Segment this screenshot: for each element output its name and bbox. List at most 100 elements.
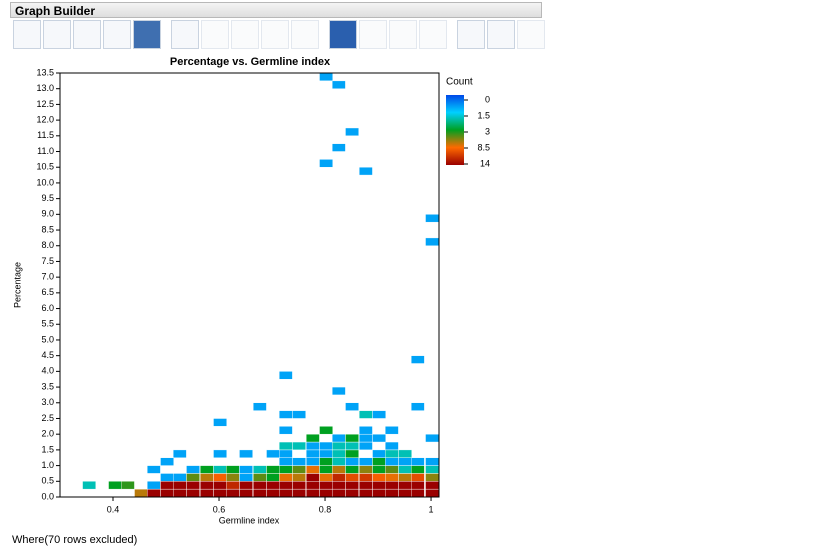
heat-cell: [292, 441, 306, 451]
contour-icon[interactable]: [133, 20, 161, 49]
legend-tick-label: 1.5: [477, 110, 490, 120]
heatmap-icon[interactable]: [329, 20, 357, 49]
heat-cell: [332, 80, 346, 89]
heat-cell: [319, 465, 333, 474]
mosaic-icon[interactable]: [419, 20, 447, 49]
y-tick-label: 9.0: [41, 209, 54, 219]
box-icon[interactable]: [261, 20, 289, 49]
y-axis-label: Percentage: [12, 262, 22, 308]
y-tick-label: 8.5: [41, 224, 54, 234]
panel-header: Graph Builder: [10, 2, 542, 18]
heat-cell: [385, 481, 399, 490]
line-fit-icon[interactable]: [73, 20, 101, 49]
bar-icon[interactable]: [201, 20, 229, 49]
map-icon[interactable]: [517, 20, 545, 49]
line-icon[interactable]: [171, 20, 199, 49]
heat-cell: [292, 410, 306, 419]
heat-cell: [425, 457, 439, 466]
heat-cell: [359, 481, 373, 490]
y-tick-label: 7.5: [41, 256, 54, 266]
smoother-icon[interactable]: [43, 20, 71, 49]
x-tick-label: 1: [429, 504, 434, 514]
heat-cell: [345, 473, 359, 482]
pie-icon[interactable]: [359, 20, 387, 49]
heat-cell: [147, 481, 161, 490]
heat-cell: [319, 449, 333, 458]
heat-cell: [385, 488, 399, 498]
heat-cell: [385, 426, 399, 435]
y-tick-label: 10.0: [36, 177, 54, 187]
y-tick-label: 10.5: [36, 162, 54, 172]
heat-cell: [385, 449, 399, 458]
heat-cell: [359, 488, 373, 498]
heat-cell: [147, 465, 161, 474]
heat-cell: [239, 449, 253, 458]
heat-cell: [200, 465, 214, 474]
heat-cell: [345, 402, 359, 411]
heat-cell: [410, 402, 425, 411]
heat-cell: [306, 488, 320, 498]
y-tick-label: 13.0: [36, 83, 54, 93]
heat-cell: [425, 434, 439, 443]
histogram-icon[interactable]: [291, 20, 319, 49]
heat-cell: [253, 465, 267, 474]
heat-cell: [372, 449, 386, 458]
area-icon[interactable]: [231, 20, 259, 49]
heat-cell: [425, 237, 439, 246]
plot-frame: [59, 72, 440, 498]
y-tick-label: 12.0: [36, 114, 54, 124]
heat-cell: [266, 481, 280, 490]
heat-cell: [147, 488, 161, 498]
formula-icon[interactable]: [487, 20, 515, 49]
heat-cell: [279, 481, 293, 490]
heat-cell: [319, 481, 333, 490]
x-axis-label: Germline index: [219, 515, 280, 525]
heat-cell: [226, 473, 240, 482]
heat-cell: [186, 481, 200, 490]
points-icon[interactable]: [13, 20, 41, 49]
heat-cell: [372, 488, 386, 498]
heat-cell: [253, 473, 267, 482]
legend-title: Count: [446, 77, 473, 88]
heat-cell: [332, 457, 346, 466]
y-tick-label: 4.5: [41, 350, 54, 360]
heat-cell: [121, 481, 135, 490]
y-tick-label: 5.0: [41, 334, 54, 344]
heat-cell: [425, 465, 439, 474]
heat-cell: [398, 457, 412, 466]
heat-cell: [279, 473, 293, 482]
heat-cell: [332, 449, 346, 458]
y-tick-label: 3.5: [41, 381, 54, 391]
heat-cell: [425, 214, 439, 223]
caption-icon[interactable]: [457, 20, 485, 49]
heat-cell: [410, 473, 425, 482]
y-tick-label: 7.0: [41, 272, 54, 282]
heat-cell: [292, 488, 306, 498]
heat-cell: [345, 441, 359, 451]
heat-cell: [332, 434, 346, 443]
y-tick-label: 12.5: [36, 99, 54, 109]
heat-cell: [266, 449, 280, 458]
heat-cell: [319, 488, 333, 498]
y-tick-label: 3.0: [41, 397, 54, 407]
heat-cell: [410, 465, 425, 474]
heat-cell: [172, 488, 187, 498]
y-tick-label: 1.5: [41, 444, 54, 454]
heat-cell: [186, 488, 200, 498]
treemap-icon[interactable]: [389, 20, 417, 49]
heat-cell: [160, 488, 174, 498]
heat-cell: [319, 441, 333, 451]
heat-cell: [319, 159, 333, 168]
heat-cell: [239, 488, 253, 498]
heat-cell: [332, 441, 346, 451]
heat-cell: [425, 481, 439, 490]
heat-cell: [279, 457, 293, 466]
heat-cell: [398, 473, 412, 482]
heat-cell: [385, 457, 399, 466]
y-tick-label: 2.5: [41, 413, 54, 423]
heat-cell: [345, 434, 359, 443]
heat-cell: [253, 481, 267, 490]
heat-cell: [372, 457, 386, 466]
ellipse-icon[interactable]: [103, 20, 131, 49]
